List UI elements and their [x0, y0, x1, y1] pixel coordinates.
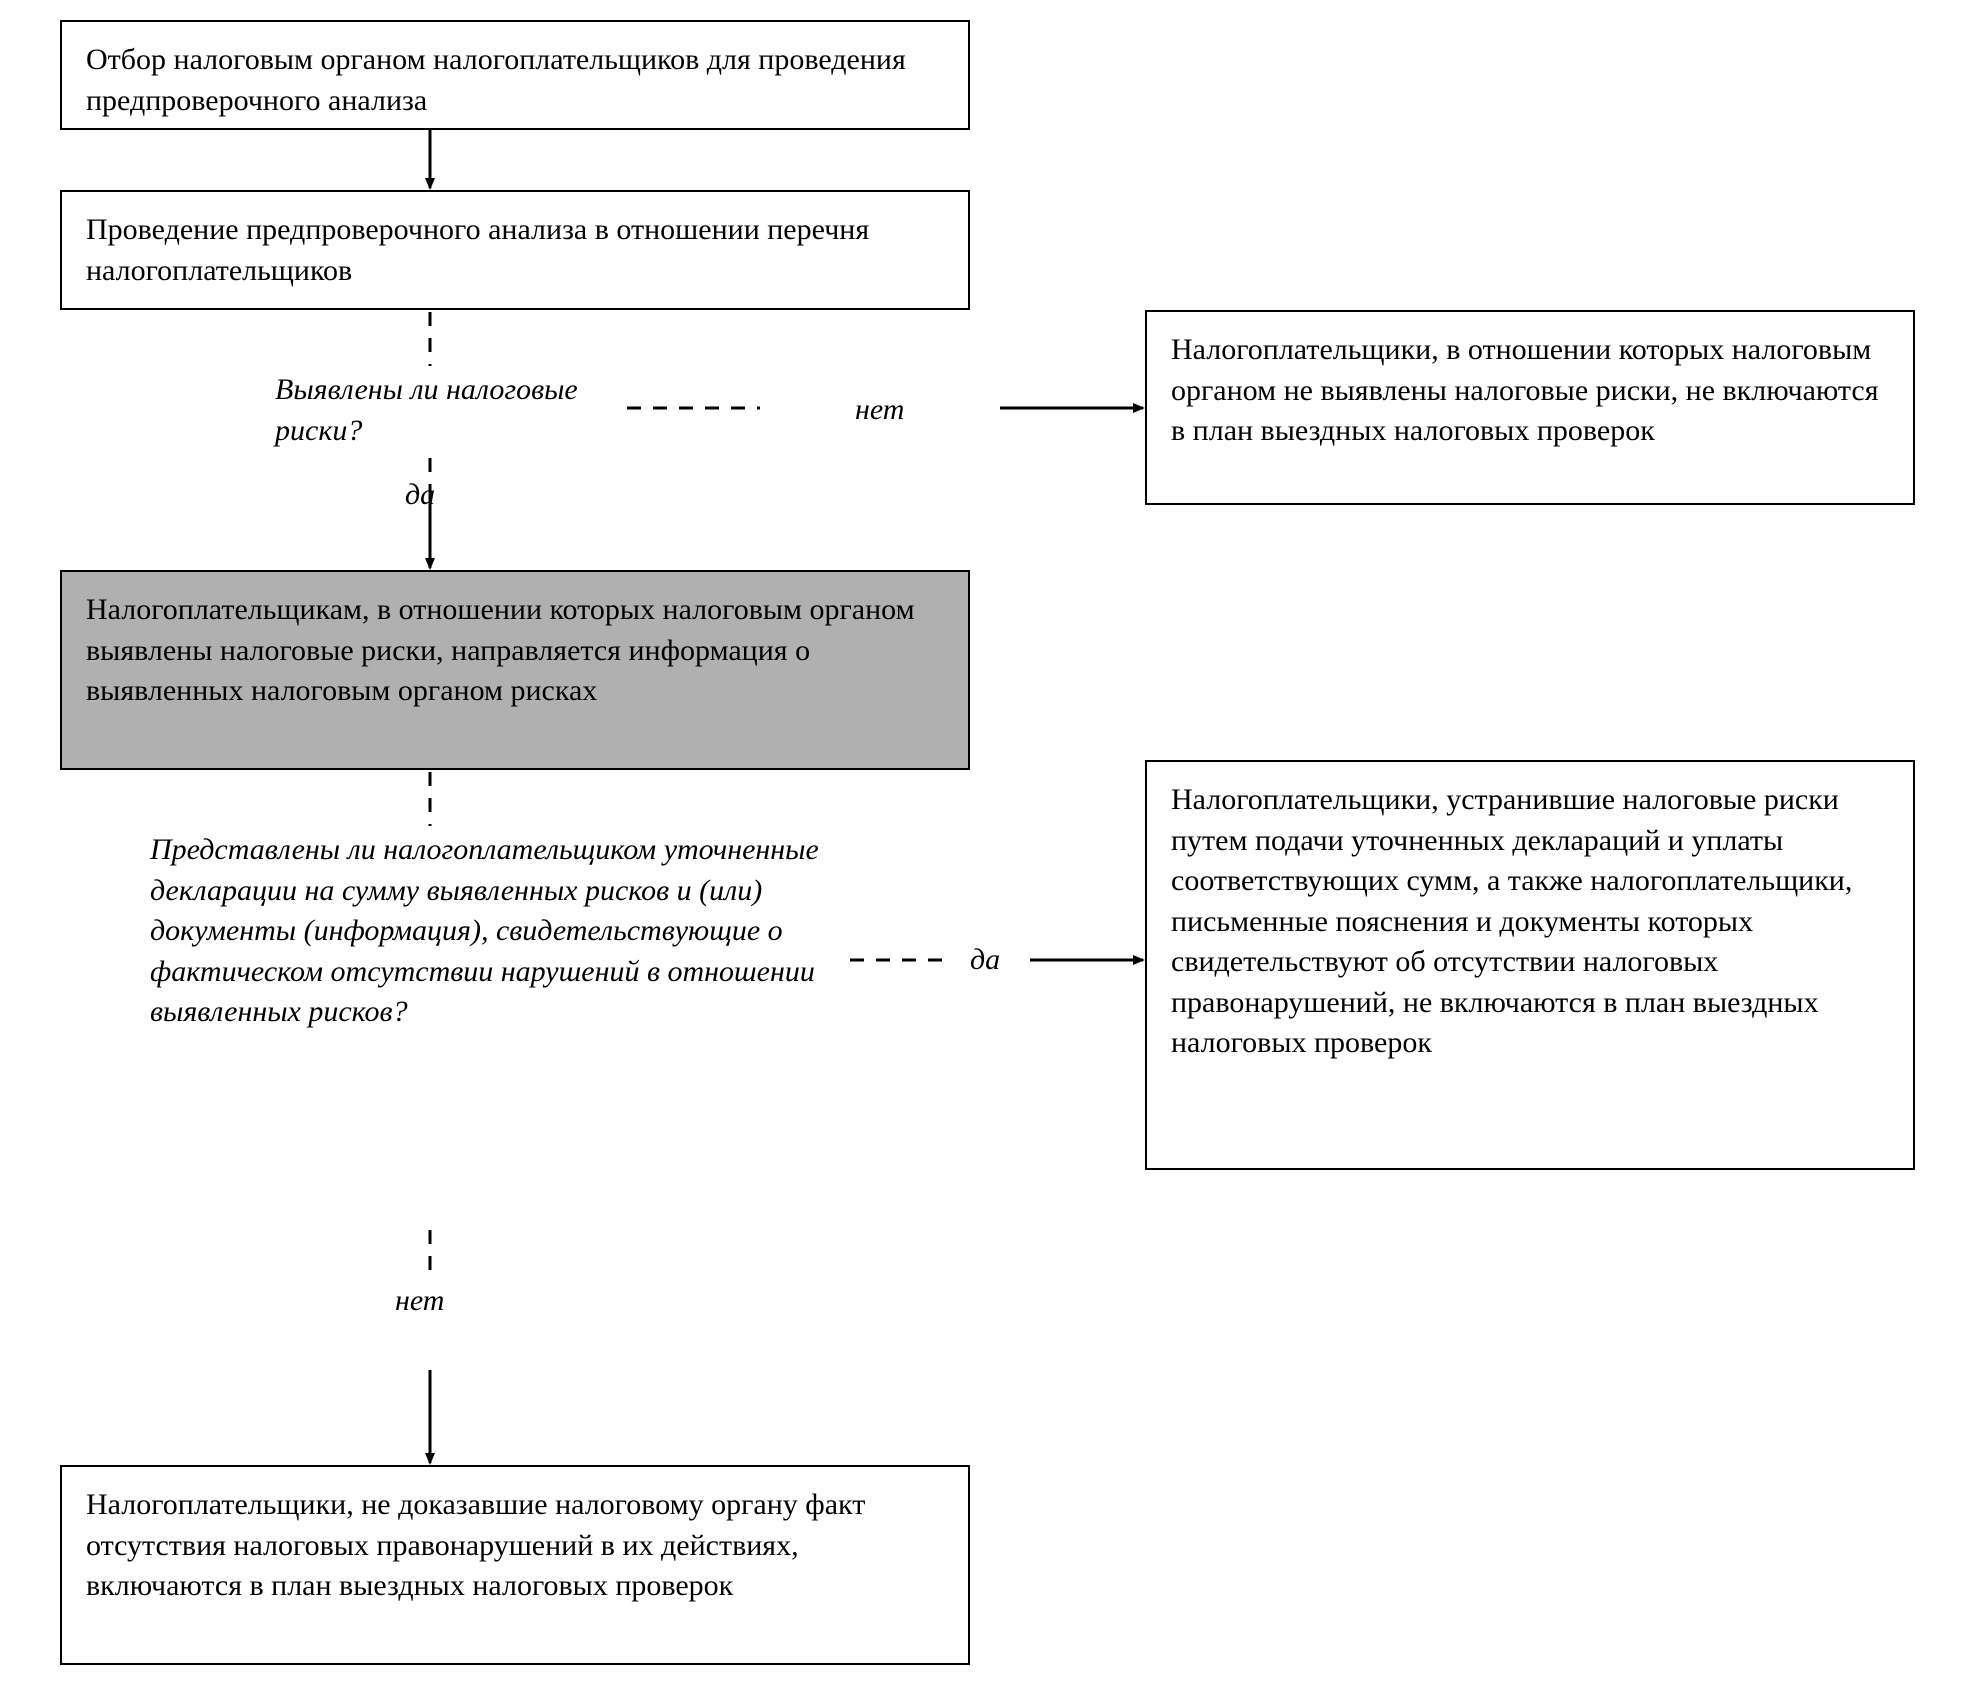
- label-text: нет: [855, 393, 904, 426]
- node-text: Проведение предпроверочного анализа в от…: [86, 213, 869, 287]
- label-text: нет: [395, 1284, 444, 1317]
- node-no-risks-excluded: Налогоплательщики, в отношении которых н…: [1145, 310, 1915, 505]
- node-select-taxpayers: Отбор налоговым органом налогоплательщик…: [60, 20, 970, 130]
- label-text: да: [405, 478, 435, 511]
- label-yes: да: [970, 945, 1000, 975]
- decision-text: Выявлены ли налоговые риски?: [275, 373, 578, 447]
- node-text: Налогоплательщикам, в отношении которых …: [86, 593, 915, 707]
- node-risks-notified: Налогоплательщикам, в отношении которых …: [60, 570, 970, 770]
- decision-risks-detected: Выявлены ли налоговые риски?: [275, 370, 615, 451]
- label-text: да: [970, 943, 1000, 976]
- node-text: Налогоплательщики, в отношении которых н…: [1171, 333, 1879, 447]
- decision-text: Представлены ли налогоплательщиком уточн…: [150, 833, 819, 1028]
- node-text: Налогоплательщики, устранившие налоговые…: [1171, 783, 1852, 1059]
- node-risks-resolved-excluded: Налогоплательщики, устранившие налоговые…: [1145, 760, 1915, 1170]
- node-text: Отбор налоговым органом налогоплательщик…: [86, 43, 906, 117]
- label-yes: да: [405, 480, 435, 510]
- label-no: нет: [395, 1286, 444, 1316]
- label-no: нет: [855, 395, 904, 425]
- node-preaudit-analysis: Проведение предпроверочного анализа в от…: [60, 190, 970, 310]
- node-included-in-plan: Налогоплательщики, не доказавшие налогов…: [60, 1465, 970, 1665]
- node-text: Налогоплательщики, не доказавшие налогов…: [86, 1488, 865, 1602]
- decision-declarations-submitted: Представлены ли налогоплательщиком уточн…: [150, 830, 840, 1033]
